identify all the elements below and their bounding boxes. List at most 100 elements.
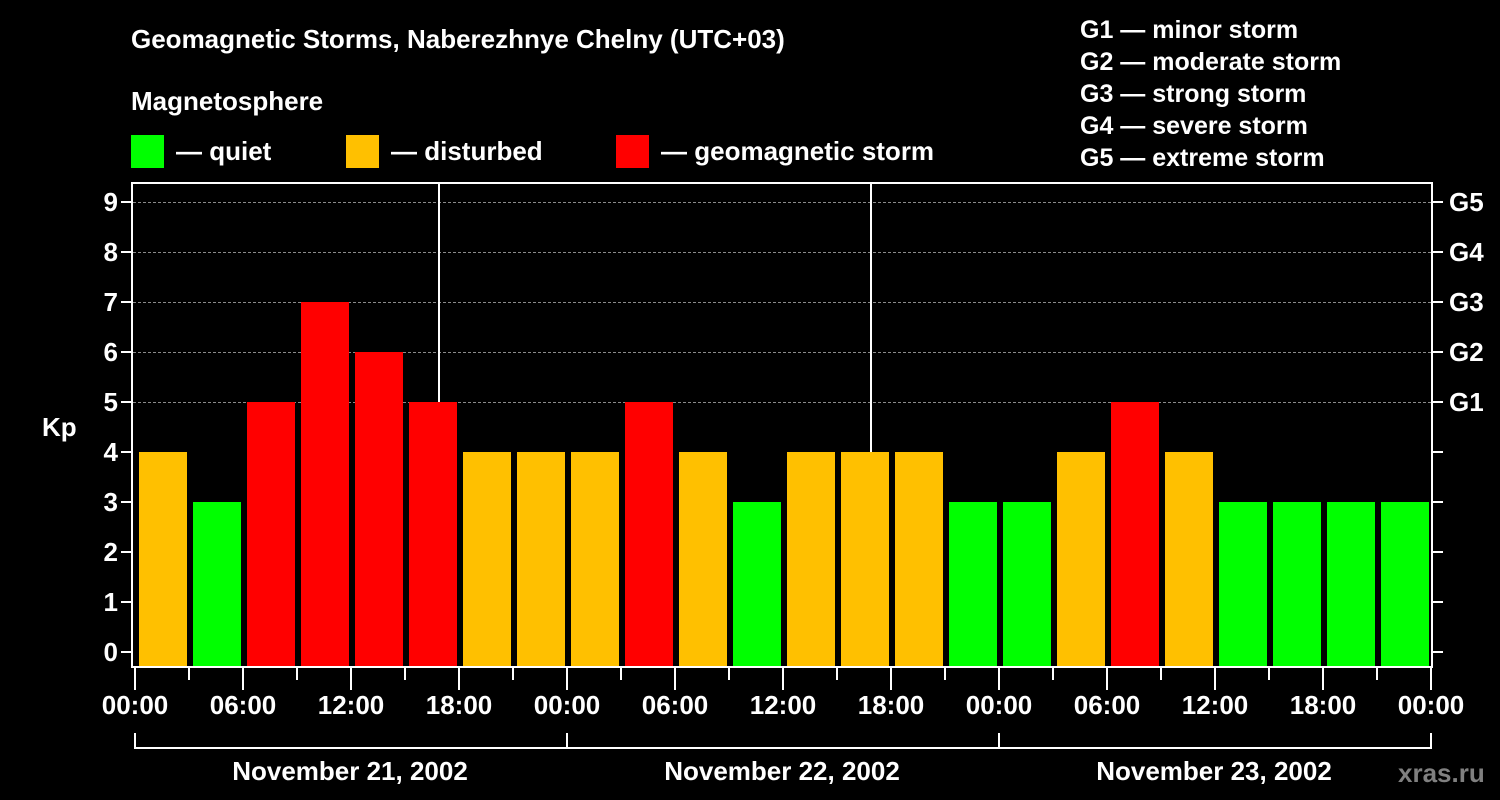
- legend-swatch-disturbed: [346, 134, 379, 168]
- kp-bar: [139, 452, 187, 666]
- kp-bar: [733, 502, 781, 666]
- x-tick-label: 00:00: [101, 690, 169, 720]
- legend-swatch-storm: [616, 134, 649, 168]
- kp-bar: [193, 502, 241, 666]
- x-tick: [242, 668, 244, 690]
- kp-bar: [625, 402, 673, 666]
- x-tick: [458, 668, 460, 690]
- y-tick: [121, 451, 131, 453]
- x-tick: [1160, 668, 1162, 680]
- g-scale-item: G4 — severe storm: [1080, 112, 1308, 140]
- y-axis-label: Kp: [42, 412, 77, 442]
- kp-bar: [949, 502, 997, 666]
- x-tick-label: 12:00: [749, 690, 817, 720]
- right-tick: [1433, 201, 1443, 203]
- right-tick: [1433, 251, 1443, 253]
- g-scale-item: G1 — minor storm: [1080, 16, 1299, 44]
- right-tick: [1433, 401, 1443, 403]
- x-tick-label: 00:00: [965, 690, 1033, 720]
- kp-bar: [841, 452, 889, 666]
- chart-title: Geomagnetic Storms, Naberezhnye Chelny (…: [131, 24, 785, 54]
- y-tick: [121, 201, 131, 203]
- kp-bar: [247, 402, 295, 666]
- gridline: [133, 302, 1431, 303]
- y-tick-label: 4: [103, 437, 118, 467]
- x-tick: [1430, 668, 1432, 690]
- x-tick: [404, 668, 406, 680]
- x-tick-label: 18:00: [857, 690, 925, 720]
- y-tick-label: 1: [103, 587, 118, 617]
- x-tick: [296, 668, 298, 680]
- y-tick: [121, 601, 131, 603]
- g-scale-item: G2 — moderate storm: [1080, 48, 1342, 76]
- y-tick: [121, 351, 131, 353]
- day-label: November 22, 2002: [664, 756, 900, 786]
- kp-bar: [1327, 502, 1375, 666]
- x-tick: [512, 668, 514, 680]
- y-tick: [121, 651, 131, 653]
- x-tick-label: 06:00: [641, 690, 709, 720]
- right-tick: [1433, 301, 1443, 303]
- x-tick: [350, 668, 352, 690]
- y-tick-label: 8: [103, 237, 118, 267]
- x-tick: [836, 668, 838, 680]
- x-tick: [188, 668, 190, 680]
- kp-bar: [1165, 452, 1213, 666]
- kp-bar: [463, 452, 511, 666]
- x-tick-label: 12:00: [317, 690, 385, 720]
- right-tick: [1433, 601, 1443, 603]
- y-tick: [121, 251, 131, 253]
- x-tick-label: 06:00: [209, 690, 277, 720]
- gridline: [133, 252, 1431, 253]
- kp-bar: [895, 452, 943, 666]
- y-tick: [121, 551, 131, 553]
- kp-bar: [787, 452, 835, 666]
- y-tick-label: 7: [103, 287, 118, 317]
- kp-bar: [301, 302, 349, 666]
- kp-bar: [1003, 502, 1051, 666]
- g-level-label: G2: [1449, 337, 1484, 367]
- y-tick-label: 9: [103, 187, 118, 217]
- plot-area: [131, 182, 1433, 668]
- day-label: November 23, 2002: [1096, 756, 1332, 786]
- x-tick: [1106, 668, 1108, 690]
- x-tick-label: 00:00: [1397, 690, 1465, 720]
- x-tick: [998, 668, 1000, 690]
- x-tick: [944, 668, 946, 680]
- x-tick: [1322, 668, 1324, 690]
- kp-bar: [1273, 502, 1321, 666]
- legend-label-quiet: — quiet: [176, 135, 272, 166]
- day-bracket-tick: [1430, 733, 1432, 748]
- y-tick: [121, 501, 131, 503]
- x-tick: [1268, 668, 1270, 680]
- kp-bar: [571, 452, 619, 666]
- legend-storm: — geomagnetic storm: [616, 134, 934, 168]
- kp-bar: [517, 452, 565, 666]
- g-scale-item: G5 — extreme storm: [1080, 144, 1325, 172]
- g-scale-item: G3 — strong storm: [1080, 80, 1307, 108]
- kp-bar: [1111, 402, 1159, 666]
- y-tick-label: 2: [103, 537, 118, 567]
- day-separator: [870, 182, 872, 668]
- gridline: [133, 202, 1431, 203]
- kp-bar: [355, 352, 403, 666]
- g-level-label: G5: [1449, 187, 1484, 217]
- x-tick-label: 00:00: [533, 690, 601, 720]
- x-tick-label: 12:00: [1181, 690, 1249, 720]
- g-level-label: G4: [1449, 237, 1484, 267]
- g-scale-legend: G1 — minor storm G2 — moderate storm G3 …: [1080, 14, 1341, 174]
- y-tick-label: 5: [103, 387, 118, 417]
- right-tick: [1433, 351, 1443, 353]
- x-tick-label: 18:00: [425, 690, 493, 720]
- x-tick: [674, 668, 676, 690]
- x-tick: [134, 668, 136, 690]
- chart-subtitle: Magnetosphere: [131, 86, 324, 116]
- y-tick-label: 6: [103, 337, 118, 367]
- g-level-label: G1: [1449, 387, 1484, 417]
- g-level-label: G3: [1449, 287, 1484, 317]
- legend-quiet: — quiet: [131, 134, 271, 168]
- x-tick: [566, 668, 568, 690]
- day-bracket-tick: [566, 733, 568, 748]
- x-tick-label: 06:00: [1073, 690, 1141, 720]
- legend-swatch-quiet: [131, 134, 164, 168]
